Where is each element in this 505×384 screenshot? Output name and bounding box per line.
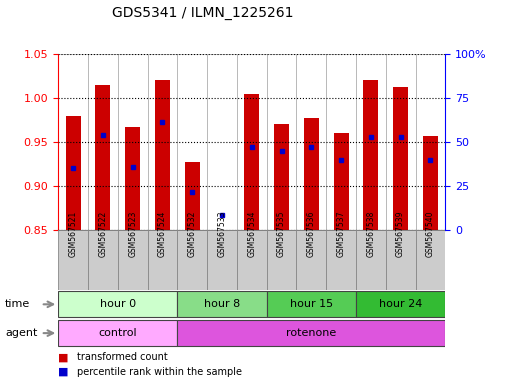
Bar (147, 230, 177, 290)
Bar (184, 162, 199, 230)
Bar (177, 291, 266, 317)
Text: ■: ■ (58, 352, 69, 362)
Text: hour 8: hour 8 (204, 299, 239, 309)
Bar (333, 133, 348, 230)
Text: hour 24: hour 24 (378, 299, 422, 309)
Bar (58, 291, 177, 317)
Bar (177, 320, 444, 346)
Bar (207, 230, 236, 290)
Bar (266, 54, 296, 230)
Bar (118, 54, 147, 230)
Text: control: control (98, 328, 137, 338)
Bar (58, 230, 88, 290)
Text: transformed count: transformed count (77, 352, 168, 362)
Bar (95, 85, 110, 230)
Bar (415, 54, 444, 230)
Bar (177, 230, 207, 290)
Bar (118, 230, 147, 290)
Bar (326, 230, 355, 290)
Bar (266, 230, 296, 290)
Text: GSM567534: GSM567534 (247, 211, 256, 257)
Bar (296, 54, 326, 230)
Bar (392, 87, 407, 230)
Bar (303, 118, 318, 230)
Text: GSM567536: GSM567536 (306, 211, 315, 257)
Text: GSM567524: GSM567524 (158, 211, 167, 257)
Bar (88, 54, 118, 230)
Bar (66, 116, 80, 230)
Text: GSM567522: GSM567522 (98, 211, 107, 257)
Text: GSM567532: GSM567532 (187, 211, 196, 257)
Bar (88, 230, 118, 290)
Bar (385, 230, 415, 290)
Text: rotenone: rotenone (286, 328, 336, 338)
Bar (363, 80, 378, 230)
Bar (355, 54, 385, 230)
Bar (355, 230, 385, 290)
Text: GSM567521: GSM567521 (69, 211, 77, 257)
Bar (296, 230, 326, 290)
Bar (422, 136, 437, 230)
Text: GSM567540: GSM567540 (425, 211, 434, 257)
Bar (58, 54, 88, 230)
Bar (274, 124, 288, 230)
Bar (415, 230, 444, 290)
Text: percentile rank within the sample: percentile rank within the sample (77, 367, 242, 377)
Text: GSM567535: GSM567535 (276, 211, 285, 257)
Bar (207, 54, 236, 230)
Text: agent: agent (5, 328, 37, 338)
Text: GSM567523: GSM567523 (128, 211, 137, 257)
Bar (385, 54, 415, 230)
Text: GSM567539: GSM567539 (395, 211, 405, 257)
Bar (244, 94, 259, 230)
Text: GSM567537: GSM567537 (336, 211, 345, 257)
Text: hour 0: hour 0 (99, 299, 135, 309)
Bar (177, 54, 207, 230)
Text: GDS5341 / ILMN_1225261: GDS5341 / ILMN_1225261 (112, 6, 292, 20)
Bar (236, 54, 266, 230)
Text: hour 15: hour 15 (289, 299, 332, 309)
Text: time: time (5, 299, 30, 310)
Bar (236, 230, 266, 290)
Text: GSM567533: GSM567533 (217, 211, 226, 257)
Bar (147, 54, 177, 230)
Bar (355, 291, 444, 317)
Text: ■: ■ (58, 367, 69, 377)
Bar (155, 80, 170, 230)
Bar (125, 127, 140, 230)
Text: GSM567538: GSM567538 (366, 211, 375, 257)
Bar (58, 320, 177, 346)
Bar (266, 291, 355, 317)
Bar (326, 54, 355, 230)
